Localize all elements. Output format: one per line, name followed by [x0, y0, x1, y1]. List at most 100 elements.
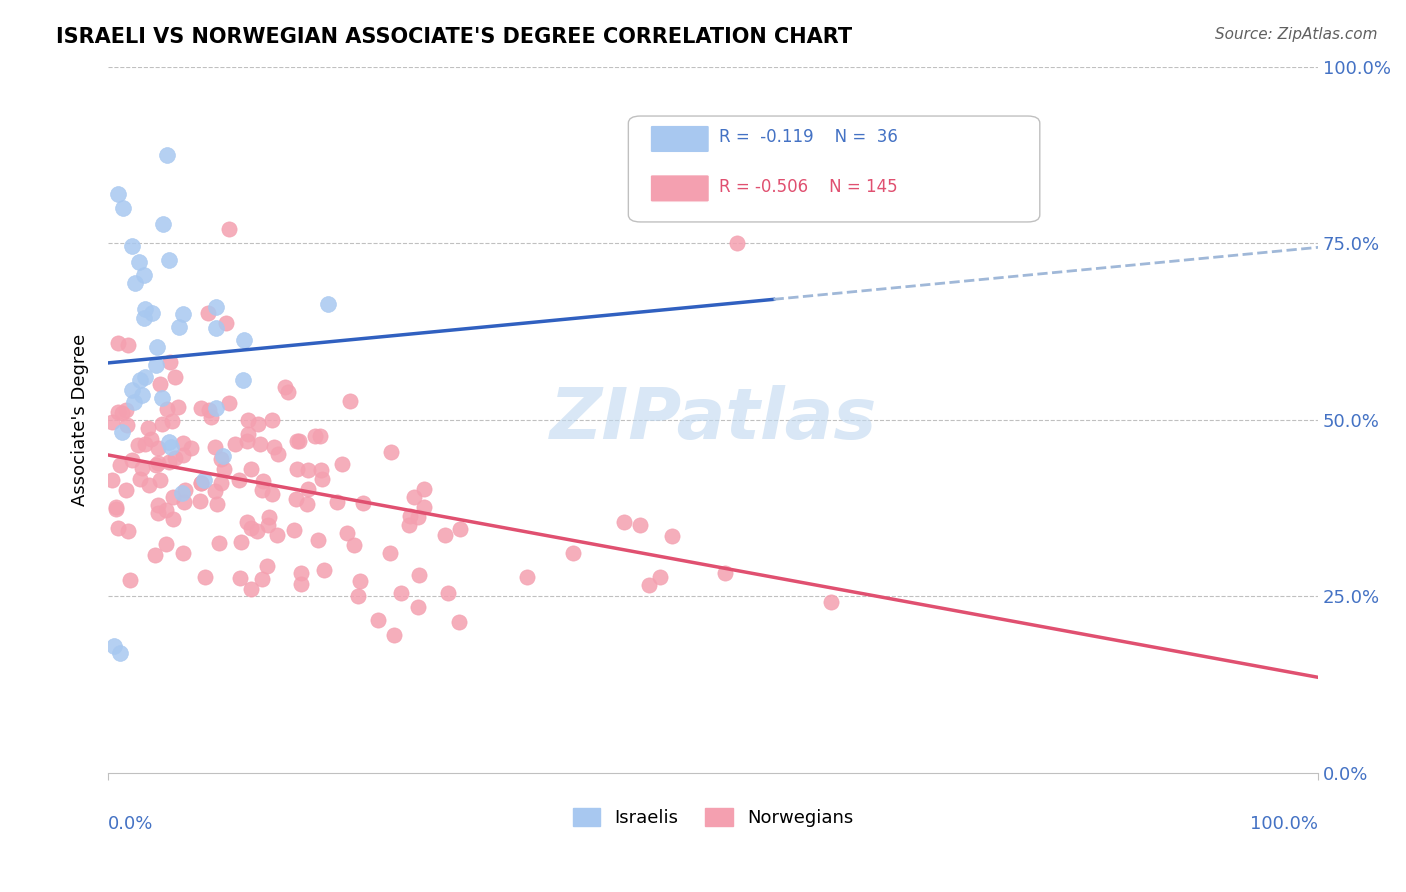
Point	[224, 437, 246, 451]
Point	[134, 370, 156, 384]
Point	[308, 429, 330, 443]
Point	[155, 537, 177, 551]
Point	[117, 524, 139, 538]
Point	[190, 476, 212, 491]
Point	[820, 595, 842, 609]
Point	[309, 462, 332, 476]
Point	[449, 522, 471, 536]
Point	[163, 370, 186, 384]
Point	[267, 447, 290, 461]
Point	[382, 628, 405, 642]
Point	[122, 395, 145, 409]
Point	[117, 338, 139, 352]
Point	[172, 436, 194, 450]
Point	[146, 506, 169, 520]
Point	[111, 406, 134, 420]
Point	[149, 473, 172, 487]
Point	[150, 392, 173, 406]
Point	[232, 373, 254, 387]
Point	[378, 546, 401, 560]
Point	[285, 462, 308, 476]
Point	[131, 461, 153, 475]
Point	[193, 474, 215, 488]
Point	[108, 646, 131, 660]
Point	[238, 426, 260, 441]
Point	[101, 416, 124, 430]
Point	[304, 429, 326, 443]
Point	[290, 577, 312, 591]
Point	[290, 566, 312, 580]
Point	[121, 384, 143, 398]
FancyBboxPatch shape	[650, 125, 710, 153]
Point	[194, 570, 217, 584]
Point	[347, 589, 370, 603]
Point	[152, 217, 174, 231]
Point	[236, 515, 259, 529]
Point	[157, 252, 180, 267]
Point	[516, 569, 538, 583]
FancyBboxPatch shape	[628, 116, 1040, 222]
Point	[121, 238, 143, 252]
Point	[449, 615, 471, 629]
Point	[101, 473, 124, 487]
Point	[204, 440, 226, 454]
Text: R = -0.506    N = 145: R = -0.506 N = 145	[718, 178, 898, 195]
Point	[249, 437, 271, 451]
Point	[725, 236, 748, 251]
Point	[262, 487, 284, 501]
Point	[389, 586, 412, 600]
Point	[408, 568, 430, 582]
Point	[412, 482, 434, 496]
Point	[205, 497, 228, 511]
Point	[287, 434, 309, 448]
Point	[124, 277, 146, 291]
Point	[111, 201, 134, 215]
Point	[205, 401, 228, 415]
Point	[148, 498, 170, 512]
Point	[277, 384, 299, 399]
Point	[628, 517, 651, 532]
Point	[114, 402, 136, 417]
Point	[349, 574, 371, 589]
Text: 0.0%: 0.0%	[108, 815, 153, 833]
Point	[433, 527, 456, 541]
FancyBboxPatch shape	[650, 175, 710, 202]
Point	[257, 509, 280, 524]
Point	[103, 639, 125, 653]
Point	[146, 441, 169, 455]
Point	[314, 563, 336, 577]
Point	[162, 512, 184, 526]
Point	[339, 393, 361, 408]
Point	[107, 405, 129, 419]
Point	[236, 434, 259, 448]
Text: 100.0%: 100.0%	[1250, 815, 1319, 833]
Point	[218, 222, 240, 236]
Point	[239, 462, 262, 476]
Point	[208, 535, 231, 549]
Point	[367, 613, 389, 627]
Point	[239, 582, 262, 597]
Point	[120, 573, 142, 587]
Point	[111, 425, 134, 440]
Point	[160, 414, 183, 428]
Point	[240, 521, 263, 535]
Point	[274, 380, 297, 394]
Point	[115, 418, 138, 433]
Point	[198, 403, 221, 417]
Point	[307, 533, 329, 547]
Point	[247, 417, 270, 432]
Point	[218, 396, 240, 410]
Point	[228, 473, 250, 487]
Point	[141, 306, 163, 320]
Point	[190, 494, 212, 508]
Point	[132, 311, 155, 326]
Point	[197, 306, 219, 320]
Point	[172, 546, 194, 560]
Point	[343, 538, 366, 552]
Point	[436, 586, 458, 600]
Point	[252, 572, 274, 586]
Point	[285, 492, 308, 507]
Point	[134, 301, 156, 316]
Point	[311, 472, 333, 486]
Point	[266, 528, 288, 542]
